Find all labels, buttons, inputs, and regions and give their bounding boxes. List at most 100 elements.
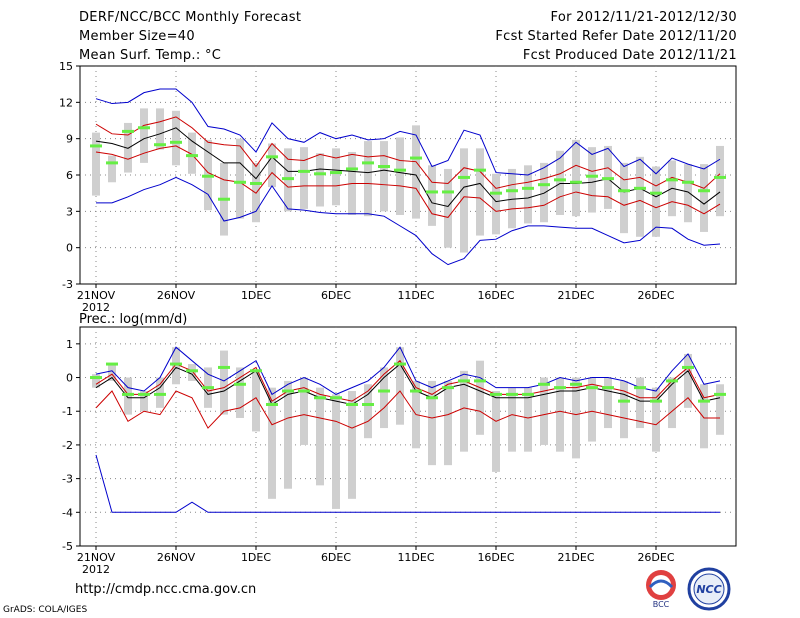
observed-marker xyxy=(442,386,454,390)
range-bar xyxy=(572,377,580,459)
y-tick-label: 3 xyxy=(66,205,73,218)
series-line-max xyxy=(95,346,721,396)
forecast-range-label: For 2012/11/21-2012/12/30 xyxy=(550,10,737,25)
y-tick-label: 9 xyxy=(66,133,73,146)
y-tick-label: -3 xyxy=(62,473,73,486)
range-bar xyxy=(92,132,100,196)
x-tick-label: 21NOV xyxy=(77,289,116,302)
grads-credit: GrADS: COLA/IGES xyxy=(3,605,88,615)
range-bar xyxy=(716,145,724,217)
y-tick-label: -4 xyxy=(62,506,73,519)
x-tick-label: 26DEC xyxy=(637,551,674,564)
observed-marker xyxy=(426,190,438,194)
observed-marker xyxy=(330,396,342,400)
range-bar xyxy=(540,162,548,223)
y-tick-label: -2 xyxy=(62,439,73,452)
y-tick-label: 15 xyxy=(59,60,73,73)
x-tick-label: 16DEC xyxy=(477,289,514,302)
x-tick-label: 1DEC xyxy=(241,551,271,564)
y-tick-label: 0 xyxy=(66,242,73,255)
observed-marker xyxy=(682,365,694,369)
range-bar xyxy=(572,139,580,217)
observed-marker xyxy=(490,191,502,195)
range-bar xyxy=(716,384,724,435)
observed-marker xyxy=(122,129,134,133)
range-bar xyxy=(172,110,180,166)
range-bar xyxy=(332,394,340,509)
observed-marker xyxy=(554,386,566,390)
chart-title: DERF/NCC/BCC Monthly Forecast xyxy=(79,10,302,25)
observed-marker xyxy=(458,379,470,383)
observed-marker xyxy=(170,362,182,366)
range-bar xyxy=(524,387,532,452)
observed-marker xyxy=(282,389,294,393)
source-url[interactable]: http://cmdp.ncc.cma.gov.cn xyxy=(75,582,257,597)
series-line-mean xyxy=(95,127,721,208)
range-bar xyxy=(412,125,420,219)
observed-marker xyxy=(522,186,534,190)
observed-marker xyxy=(586,174,598,178)
observed-marker xyxy=(346,402,358,406)
observed-marker xyxy=(410,156,422,160)
range-bar xyxy=(252,370,260,432)
y-tick-label: -3 xyxy=(62,278,73,291)
observed-marker xyxy=(410,389,422,393)
range-bar xyxy=(284,380,292,489)
observed-marker xyxy=(650,191,662,195)
range-bar xyxy=(428,165,436,226)
range-bar xyxy=(140,108,148,163)
observed-marker xyxy=(362,161,374,165)
variable-label: Mean Surf. Temp.: °C xyxy=(79,48,222,63)
observed-marker xyxy=(282,177,294,181)
observed-marker xyxy=(106,161,118,165)
x-tick-label: 1DEC xyxy=(241,289,271,302)
observed-marker xyxy=(570,382,582,386)
range-bar xyxy=(492,391,500,472)
range-bar xyxy=(172,347,180,385)
x-tick-label: 26NOV xyxy=(157,551,196,564)
observed-marker xyxy=(474,168,486,172)
range-bar xyxy=(556,150,564,215)
x-tick-year-label: 2012 xyxy=(82,301,110,314)
observed-marker xyxy=(154,392,166,396)
range-bar xyxy=(124,122,132,173)
x-tick-label: 26DEC xyxy=(637,289,674,302)
range-bar xyxy=(700,164,708,232)
observed-marker xyxy=(202,174,214,178)
range-bar xyxy=(460,370,468,452)
range-bar xyxy=(268,387,276,499)
bcc-logo-icon: BCC xyxy=(646,570,676,609)
range-bar xyxy=(108,155,116,183)
ncc-logo-text: NCC xyxy=(696,583,721,596)
range-bar xyxy=(588,147,596,213)
range-bar xyxy=(348,391,356,499)
range-bar xyxy=(492,173,500,235)
range-bar xyxy=(636,377,644,429)
range-bar xyxy=(460,148,468,253)
series-line-mean xyxy=(95,363,721,406)
observed-marker xyxy=(714,392,726,396)
range-bar xyxy=(476,148,484,236)
range-bar xyxy=(92,374,100,388)
observed-marker xyxy=(170,140,182,144)
range-bar xyxy=(636,156,644,237)
range-bar xyxy=(684,164,692,223)
range-bar xyxy=(508,387,516,452)
range-bar xyxy=(700,384,708,449)
observed-marker xyxy=(378,389,390,393)
y-tick-label: -5 xyxy=(62,540,73,553)
observed-marker xyxy=(186,369,198,373)
precip-panel-title: Prec.: log(mm/d) xyxy=(79,312,187,327)
observed-marker xyxy=(138,126,150,130)
observed-marker xyxy=(314,172,326,176)
observed-marker xyxy=(426,396,438,400)
observed-marker xyxy=(266,402,278,406)
range-bar xyxy=(444,168,452,248)
range-bar xyxy=(300,377,308,445)
range-bar xyxy=(556,377,564,452)
observed-marker xyxy=(394,362,406,366)
observed-marker xyxy=(154,143,166,147)
observed-marker xyxy=(650,399,662,403)
range-bar xyxy=(188,364,196,381)
